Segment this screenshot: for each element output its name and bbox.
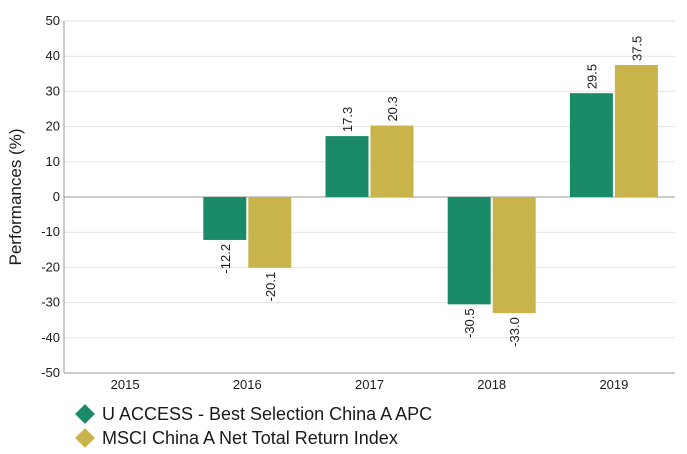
bar-series-2-2016 [248,197,292,268]
x-axis: 2015 2016 2017 2018 2019 [111,377,629,392]
y-tick-label: -30 [41,295,60,310]
y-tick-label: 30 [46,83,60,98]
x-tick-label: 2018 [477,377,506,392]
bar-series-1-2018 [447,197,491,305]
bar-label-series-1-2016: -12.2 [218,244,233,274]
x-tick-label: 2015 [111,377,140,392]
x-tick-label: 2016 [233,377,262,392]
legend-item-series-2[interactable]: MSCI China A Net Total Return Index [74,426,432,450]
y-tick-label: -40 [41,330,60,345]
legend-item-series-1[interactable]: U ACCESS - Best Selection China A APC [74,402,432,426]
y-axis: -50 -40 -30 -20 -10 0 10 20 30 40 50 [41,13,60,380]
y-tick-label: 10 [46,154,60,169]
y-tick-label: 50 [46,13,60,28]
x-tick-label: 2019 [599,377,628,392]
x-tick-label: 2017 [355,377,384,392]
grid [63,20,675,374]
y-axis-label: Performances (%) [6,129,25,266]
bar-label-series-2-2018: -33.0 [507,317,522,347]
bar-label-series-2-2019: 37.5 [629,36,644,61]
y-tick-label: -10 [41,224,60,239]
bar-labels: -12.2 17.3 -30.5 29.5 -20.1 20.3 -33.0 37.5 [218,36,645,347]
bar-label-series-1-2018: -30.5 [462,308,477,338]
bar-label-series-2-2017: 20.3 [385,96,400,121]
y-tick-label: -50 [41,365,60,380]
bar-series-1-2016 [203,197,247,240]
legend: U ACCESS - Best Selection China A APC MS… [74,402,432,450]
y-tick-label: -20 [41,259,60,274]
bar-series-1-2019 [569,93,613,197]
bar-label-series-1-2019: 29.5 [584,64,599,89]
legend-marker-series-1 [75,404,95,424]
legend-marker-series-2 [75,428,95,448]
bar-label-series-1-2017: 17.3 [340,107,355,132]
bars [203,65,658,314]
y-tick-label: 20 [46,119,60,134]
bar-series-1-2017 [325,136,369,197]
bar-label-series-2-2016: -20.1 [263,272,278,302]
y-tick-label: 40 [46,48,60,63]
bar-series-2-2019 [614,65,658,197]
legend-label-series-1: U ACCESS - Best Selection China A APC [102,403,433,424]
y-tick-label: 0 [53,189,60,204]
legend-label-series-2: MSCI China A Net Total Return Index [102,427,398,448]
bar-series-2-2018 [492,197,536,314]
bar-chart: -50 -40 -30 -20 -10 0 10 20 30 40 50 -12.2 17.3 -30.… [6,13,675,392]
bar-series-2-2017 [370,125,414,197]
